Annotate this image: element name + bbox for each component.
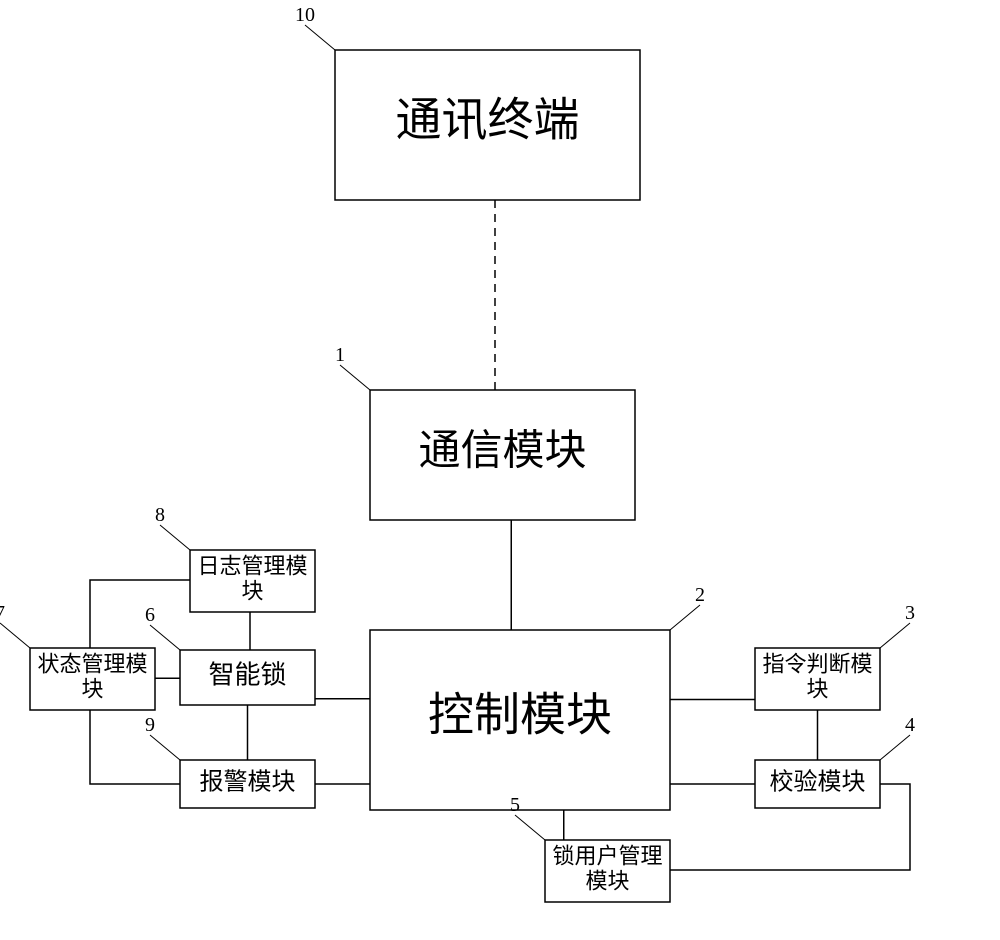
node-label-n8: 日志管理模 [197, 553, 307, 578]
edge-poly [90, 580, 190, 648]
callout-number-n7: 7 [0, 602, 5, 624]
node-label-n3: 块 [806, 677, 828, 702]
callout-line-n8 [160, 525, 190, 550]
callout-line-n4 [880, 735, 910, 760]
callout-line-n2 [670, 605, 700, 630]
callout-number-n1: 1 [335, 344, 345, 366]
callout-number-n4: 4 [905, 714, 915, 736]
node-n6: 智能锁 6 [145, 604, 315, 705]
node-label-n5: 模块 [585, 869, 629, 894]
node-n3: 指令判断模块 3 [755, 602, 915, 710]
callout-line-n5 [515, 815, 545, 840]
callout-number-n5: 5 [510, 794, 520, 816]
callout-number-n8: 8 [155, 504, 165, 526]
node-n4: 校验模块 4 [755, 714, 915, 808]
node-label-n6: 智能锁 [208, 660, 286, 689]
callout-number-n9: 9 [145, 714, 155, 736]
node-label-n9: 报警模块 [200, 769, 296, 796]
node-label-n5: 锁用户管理 [552, 843, 662, 868]
node-label-n4: 校验模块 [770, 769, 866, 796]
callout-line-n9 [150, 735, 180, 760]
node-label-n2: 控制模块 [428, 690, 612, 741]
callout-number-n3: 3 [905, 602, 915, 624]
callout-number-n10: 10 [295, 4, 315, 26]
node-label-n8: 块 [241, 579, 263, 604]
node-label-n7: 块 [81, 677, 103, 702]
node-n7: 状态管理模块 7 [0, 602, 155, 710]
node-label-n10: 通讯终端 [396, 95, 580, 146]
callout-line-n7 [0, 623, 30, 648]
callout-number-n6: 6 [145, 604, 155, 626]
node-label-n7: 状态管理模 [37, 651, 147, 676]
block-diagram: 通讯终端10通信模块1日志管理模块8智能锁6状态管理模块7报警模块9控制模块2指… [0, 0, 1000, 940]
callout-line-n10 [305, 25, 335, 50]
callout-line-n1 [340, 365, 370, 390]
node-n9: 报警模块 9 [145, 714, 315, 808]
callout-line-n3 [880, 623, 910, 648]
node-n10: 通讯终端 10 [295, 4, 640, 200]
node-label-n3: 指令判断模 [762, 651, 872, 676]
node-label-n1: 通信模块 [418, 429, 586, 475]
callout-number-n2: 2 [695, 584, 705, 606]
callout-line-n6 [150, 625, 180, 650]
edge-poly [90, 710, 180, 784]
node-n2: 控制模块 2 [370, 584, 705, 810]
node-n1: 通信模块 1 [335, 344, 635, 520]
node-n8: 日志管理模块 8 [155, 504, 315, 612]
